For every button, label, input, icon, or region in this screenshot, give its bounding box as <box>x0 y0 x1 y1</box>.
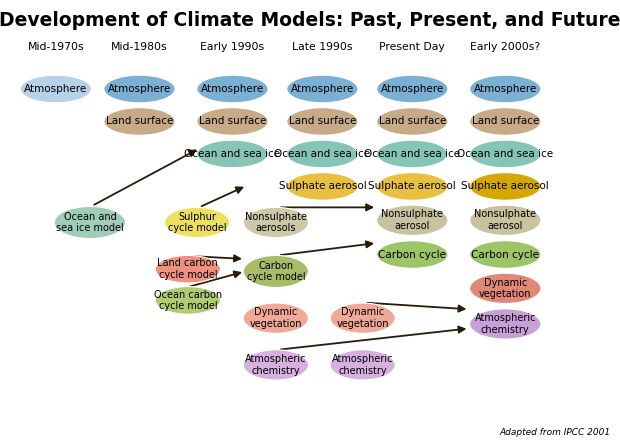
Text: Ocean and sea ice: Ocean and sea ice <box>274 149 371 159</box>
Ellipse shape <box>155 255 220 283</box>
Ellipse shape <box>243 207 309 238</box>
Ellipse shape <box>286 173 358 200</box>
Text: Sulphur
cycle model: Sulphur cycle model <box>168 212 226 233</box>
Text: Atmosphere: Atmosphere <box>291 84 354 94</box>
Text: Present Day: Present Day <box>379 42 445 52</box>
Ellipse shape <box>104 108 175 135</box>
Text: Carbon
cycle model: Carbon cycle model <box>247 261 305 282</box>
Ellipse shape <box>330 350 396 380</box>
Ellipse shape <box>155 287 220 314</box>
Text: Sulphate aerosol: Sulphate aerosol <box>278 182 366 191</box>
Text: Nonsulphate
aerosol: Nonsulphate aerosol <box>381 210 443 231</box>
Text: Carbon cycle: Carbon cycle <box>378 250 446 259</box>
Ellipse shape <box>470 205 541 235</box>
Ellipse shape <box>470 75 541 103</box>
Text: Ocean and sea ice: Ocean and sea ice <box>364 149 461 159</box>
Ellipse shape <box>286 75 358 103</box>
Text: Land surface: Land surface <box>289 117 356 126</box>
Ellipse shape <box>286 140 358 168</box>
Ellipse shape <box>197 140 268 168</box>
Ellipse shape <box>470 140 541 168</box>
Text: Atmosphere: Atmosphere <box>201 84 264 94</box>
Text: Ocean and
sea ice model: Ocean and sea ice model <box>56 212 124 233</box>
Ellipse shape <box>377 108 448 135</box>
Text: Dynamic
vegetation: Dynamic vegetation <box>479 278 531 299</box>
Text: Land carbon
cycle model: Land carbon cycle model <box>157 259 218 280</box>
Ellipse shape <box>377 140 448 168</box>
Text: Dynamic
vegetation: Dynamic vegetation <box>337 307 389 329</box>
Text: Atmospheric
chemistry: Atmospheric chemistry <box>474 313 536 335</box>
Text: Early 1990s: Early 1990s <box>200 42 265 52</box>
Ellipse shape <box>286 108 358 135</box>
Text: Atmospheric
chemistry: Atmospheric chemistry <box>245 354 307 376</box>
Ellipse shape <box>470 241 541 268</box>
Ellipse shape <box>377 173 448 200</box>
Text: Land surface: Land surface <box>106 117 173 126</box>
Ellipse shape <box>104 75 175 103</box>
Text: Mid-1970s: Mid-1970s <box>27 42 84 52</box>
Text: Mid-1980s: Mid-1980s <box>111 42 168 52</box>
Text: Ocean and sea ice: Ocean and sea ice <box>184 149 281 159</box>
Ellipse shape <box>377 75 448 103</box>
Text: Atmosphere: Atmosphere <box>381 84 444 94</box>
Ellipse shape <box>197 108 268 135</box>
Ellipse shape <box>243 303 309 333</box>
Text: Development of Climate Models: Past, Present, and Future: Development of Climate Models: Past, Pre… <box>0 11 620 30</box>
Text: Late 1990s: Late 1990s <box>292 42 353 52</box>
Ellipse shape <box>55 206 125 239</box>
Text: Atmosphere: Atmosphere <box>108 84 171 94</box>
Text: Ocean and sea ice: Ocean and sea ice <box>457 149 554 159</box>
Text: Atmosphere: Atmosphere <box>474 84 537 94</box>
Ellipse shape <box>165 207 229 238</box>
Ellipse shape <box>243 350 309 380</box>
Ellipse shape <box>470 173 541 200</box>
Text: Dynamic
vegetation: Dynamic vegetation <box>250 307 302 329</box>
Ellipse shape <box>20 75 92 103</box>
Text: Land surface: Land surface <box>199 117 266 126</box>
Text: Land surface: Land surface <box>472 117 539 126</box>
Text: Nonsulphate
aerosol: Nonsulphate aerosol <box>474 210 536 231</box>
Ellipse shape <box>470 273 541 303</box>
Text: Early 2000s?: Early 2000s? <box>470 42 541 52</box>
Text: Sulphate aerosol: Sulphate aerosol <box>368 182 456 191</box>
Text: Carbon cycle: Carbon cycle <box>471 250 539 259</box>
Text: Sulphate aerosol: Sulphate aerosol <box>461 182 549 191</box>
Text: Nonsulphate
aerosols: Nonsulphate aerosols <box>245 212 307 233</box>
Ellipse shape <box>243 255 309 287</box>
Text: Atmosphere: Atmosphere <box>24 84 87 94</box>
Text: Atmospheric
chemistry: Atmospheric chemistry <box>332 354 394 376</box>
Text: Ocean carbon
cycle model: Ocean carbon cycle model <box>154 290 222 311</box>
Ellipse shape <box>377 241 448 268</box>
Ellipse shape <box>470 108 541 135</box>
Text: Land surface: Land surface <box>379 117 446 126</box>
Ellipse shape <box>330 303 396 333</box>
Ellipse shape <box>197 75 268 103</box>
Ellipse shape <box>377 205 448 235</box>
Text: Adapted from IPCC 2001: Adapted from IPCC 2001 <box>500 428 611 437</box>
Ellipse shape <box>470 309 541 339</box>
